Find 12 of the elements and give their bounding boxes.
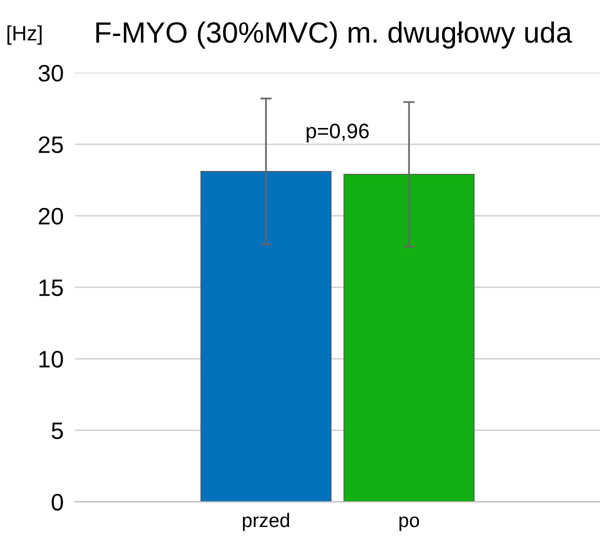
y-tick-label: 0 xyxy=(52,494,63,511)
y-tick-label: 10 xyxy=(39,350,63,368)
x-tick-label: po xyxy=(399,516,420,532)
chart-title: F-MYO (30%MVC) m. dwugłowy uda xyxy=(96,21,572,49)
y-tick-label: 30 xyxy=(38,64,63,82)
y-tick-label: 25 xyxy=(38,136,63,154)
y-tick-label: 20 xyxy=(38,208,63,225)
y-axis-title: [Hz] xyxy=(7,25,42,45)
x-tick-label: przed xyxy=(242,512,290,532)
annotation: p=0,96 xyxy=(306,124,369,143)
y-tick-label: 5 xyxy=(52,422,63,440)
y-tick-label: 15 xyxy=(39,280,63,296)
